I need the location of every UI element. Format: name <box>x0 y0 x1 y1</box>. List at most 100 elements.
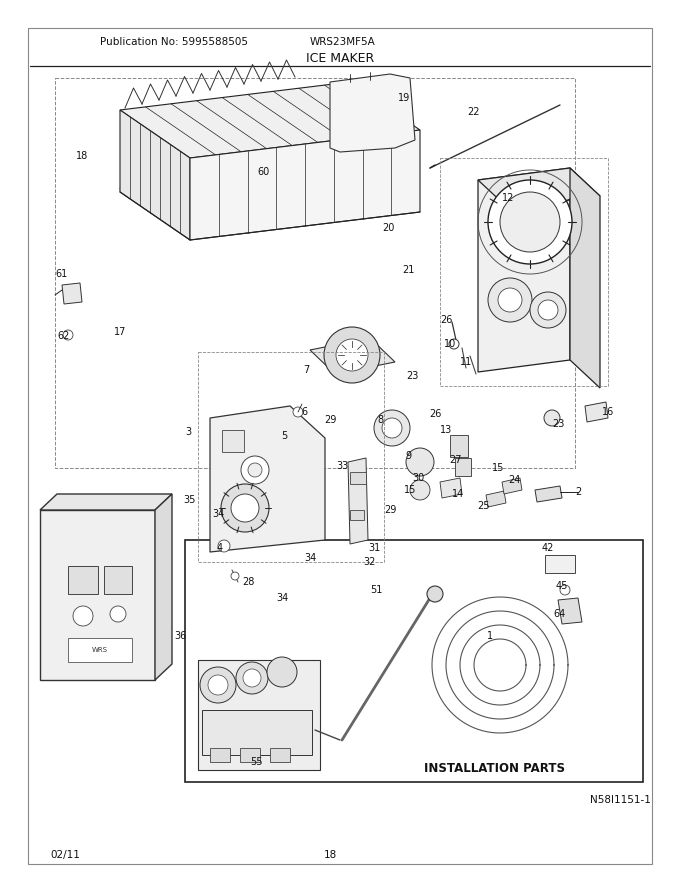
Text: 20: 20 <box>381 223 394 233</box>
Text: 24: 24 <box>508 475 520 485</box>
Circle shape <box>221 484 269 532</box>
Text: 60: 60 <box>258 167 270 177</box>
Circle shape <box>231 572 239 580</box>
Text: 2: 2 <box>575 487 581 497</box>
Text: 13: 13 <box>440 425 452 435</box>
Text: 42: 42 <box>542 543 554 553</box>
Circle shape <box>293 407 303 417</box>
Polygon shape <box>155 494 172 680</box>
Text: 22: 22 <box>468 107 480 117</box>
Circle shape <box>410 480 430 500</box>
Polygon shape <box>348 458 368 544</box>
Text: 31: 31 <box>368 543 380 553</box>
Text: 55: 55 <box>250 757 262 767</box>
Circle shape <box>406 448 434 476</box>
Circle shape <box>218 540 230 552</box>
Bar <box>198 352 384 562</box>
Bar <box>350 510 364 520</box>
Circle shape <box>73 606 93 626</box>
Circle shape <box>544 410 560 426</box>
Text: 27: 27 <box>449 455 462 465</box>
Text: 18: 18 <box>324 850 337 860</box>
Text: Publication No: 5995588505: Publication No: 5995588505 <box>100 37 248 47</box>
Polygon shape <box>478 168 570 372</box>
Polygon shape <box>198 660 320 770</box>
Polygon shape <box>62 283 82 304</box>
Polygon shape <box>120 110 190 240</box>
Text: 34: 34 <box>276 593 288 603</box>
Bar <box>202 710 312 755</box>
Text: 18: 18 <box>76 151 88 161</box>
Polygon shape <box>40 510 155 680</box>
Circle shape <box>538 300 558 320</box>
Circle shape <box>243 669 261 687</box>
Text: 51: 51 <box>370 585 382 595</box>
Bar <box>270 748 290 762</box>
Bar <box>222 430 244 452</box>
Circle shape <box>498 288 522 312</box>
Circle shape <box>500 192 560 252</box>
Circle shape <box>324 327 380 383</box>
Bar <box>104 566 132 594</box>
Circle shape <box>248 463 262 477</box>
Bar <box>350 472 366 484</box>
Circle shape <box>267 657 297 687</box>
Circle shape <box>336 339 368 371</box>
Text: INSTALLATION PARTS: INSTALLATION PARTS <box>424 761 566 774</box>
Circle shape <box>374 410 410 446</box>
Text: WRS23MF5A: WRS23MF5A <box>310 37 376 47</box>
Text: 9: 9 <box>405 451 411 461</box>
Circle shape <box>200 667 236 703</box>
Text: 17: 17 <box>114 327 126 337</box>
Text: 61: 61 <box>56 269 68 279</box>
Text: N58I1151-1: N58I1151-1 <box>590 795 651 805</box>
Text: 4: 4 <box>217 543 223 553</box>
Polygon shape <box>190 130 420 240</box>
Circle shape <box>110 606 126 622</box>
Polygon shape <box>478 168 600 208</box>
Text: 8: 8 <box>377 415 383 425</box>
Text: WRS: WRS <box>92 647 108 653</box>
Circle shape <box>560 585 570 595</box>
Bar <box>68 638 132 662</box>
Text: 1: 1 <box>487 631 493 641</box>
Text: 15: 15 <box>404 485 416 495</box>
Circle shape <box>530 292 566 328</box>
Bar <box>210 748 230 762</box>
Bar <box>240 748 260 762</box>
Circle shape <box>427 586 443 602</box>
Polygon shape <box>558 598 582 624</box>
Text: 28: 28 <box>242 577 254 587</box>
Text: 16: 16 <box>602 407 614 417</box>
Text: 23: 23 <box>406 371 418 381</box>
Text: 3: 3 <box>185 427 191 437</box>
Circle shape <box>241 456 269 484</box>
Bar <box>545 555 575 573</box>
Text: 19: 19 <box>398 93 410 103</box>
Polygon shape <box>440 478 462 498</box>
Circle shape <box>449 339 459 349</box>
Polygon shape <box>570 168 600 388</box>
Polygon shape <box>120 82 420 158</box>
Text: 32: 32 <box>364 557 376 567</box>
Circle shape <box>63 330 73 340</box>
Text: 7: 7 <box>303 365 309 375</box>
Text: 15: 15 <box>492 463 504 473</box>
Text: 35: 35 <box>184 495 197 505</box>
Circle shape <box>208 675 228 695</box>
Text: 25: 25 <box>478 501 490 511</box>
Polygon shape <box>486 491 506 507</box>
Text: 26: 26 <box>440 315 452 325</box>
Polygon shape <box>502 478 522 494</box>
Text: 29: 29 <box>384 505 396 515</box>
Circle shape <box>488 278 532 322</box>
Text: 6: 6 <box>301 407 307 417</box>
Text: 34: 34 <box>304 553 316 563</box>
Bar <box>55 78 575 468</box>
Text: 30: 30 <box>412 473 424 483</box>
Polygon shape <box>330 74 415 152</box>
Text: ICE MAKER: ICE MAKER <box>306 52 374 64</box>
Text: 29: 29 <box>324 415 336 425</box>
Bar <box>440 158 608 386</box>
Circle shape <box>236 662 268 694</box>
